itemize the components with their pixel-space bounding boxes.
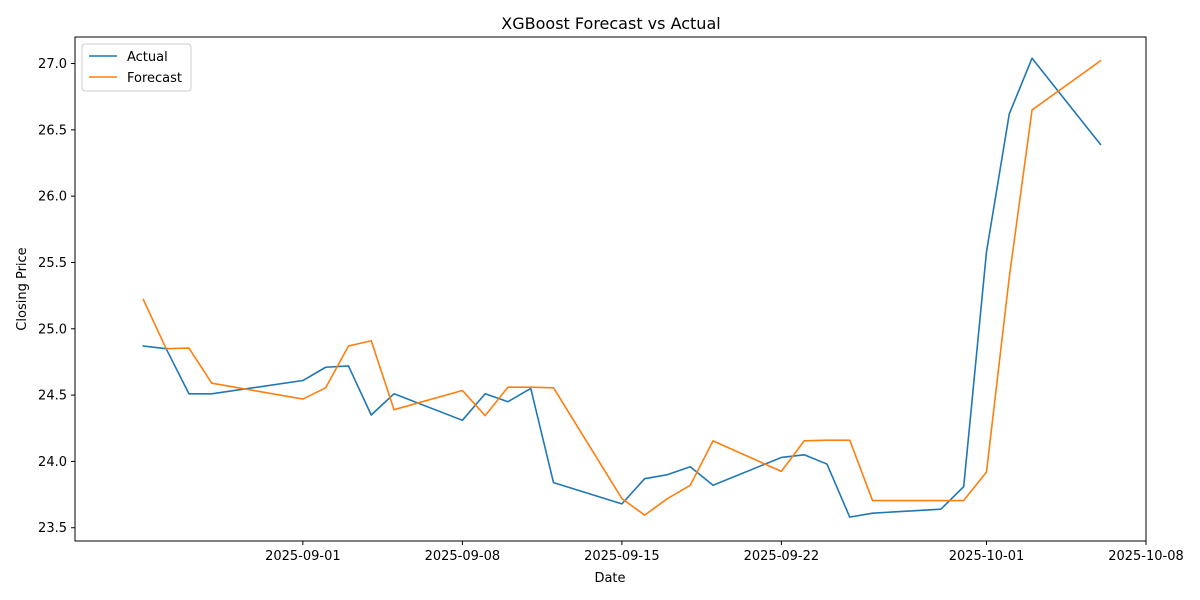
- legend-label-actual: Actual: [127, 50, 168, 65]
- chart-title: XGBoost Forecast vs Actual: [501, 14, 720, 33]
- x-axis-label: Date: [594, 571, 625, 586]
- series-line-forecast: [142, 59, 1102, 516]
- y-axis-ticks: 23.5 24.0 24.5 25.0 25.5 26.0 26.5 27.0: [38, 57, 75, 536]
- x-axis-ticks: 2025-09-01 2025-09-08 2025-09-15 2025-09-22…: [265, 541, 1184, 564]
- x-tick-label: 2025-10-01: [949, 549, 1025, 564]
- x-tick-label: 2025-10-08: [1108, 549, 1184, 564]
- y-tick-label: 25.0: [38, 322, 67, 337]
- y-tick-label: 25.5: [38, 256, 67, 271]
- x-tick-label: 2025-09-08: [425, 549, 501, 564]
- series-lines: [142, 57, 1102, 518]
- y-tick-label: 27.0: [38, 57, 67, 72]
- x-tick-label: 2025-09-01: [265, 549, 341, 564]
- y-tick-label: 23.5: [38, 521, 67, 536]
- series-line-actual: [142, 57, 1102, 518]
- y-axis-label: Closing Price: [15, 247, 30, 330]
- y-tick-label: 26.0: [38, 190, 67, 205]
- legend: Actual Forecast: [81, 43, 192, 92]
- plot-area: 2025-09-01 2025-09-08 2025-09-15 2025-09-22…: [38, 36, 1184, 564]
- y-tick-label: 26.5: [38, 123, 67, 138]
- x-tick-label: 2025-09-22: [744, 549, 820, 564]
- y-tick-label: 24.5: [38, 389, 67, 404]
- y-tick-label: 24.0: [38, 455, 67, 470]
- x-tick-label: 2025-09-15: [584, 549, 660, 564]
- legend-label-forecast: Forecast: [127, 71, 182, 86]
- axes-frame: [74, 36, 1147, 542]
